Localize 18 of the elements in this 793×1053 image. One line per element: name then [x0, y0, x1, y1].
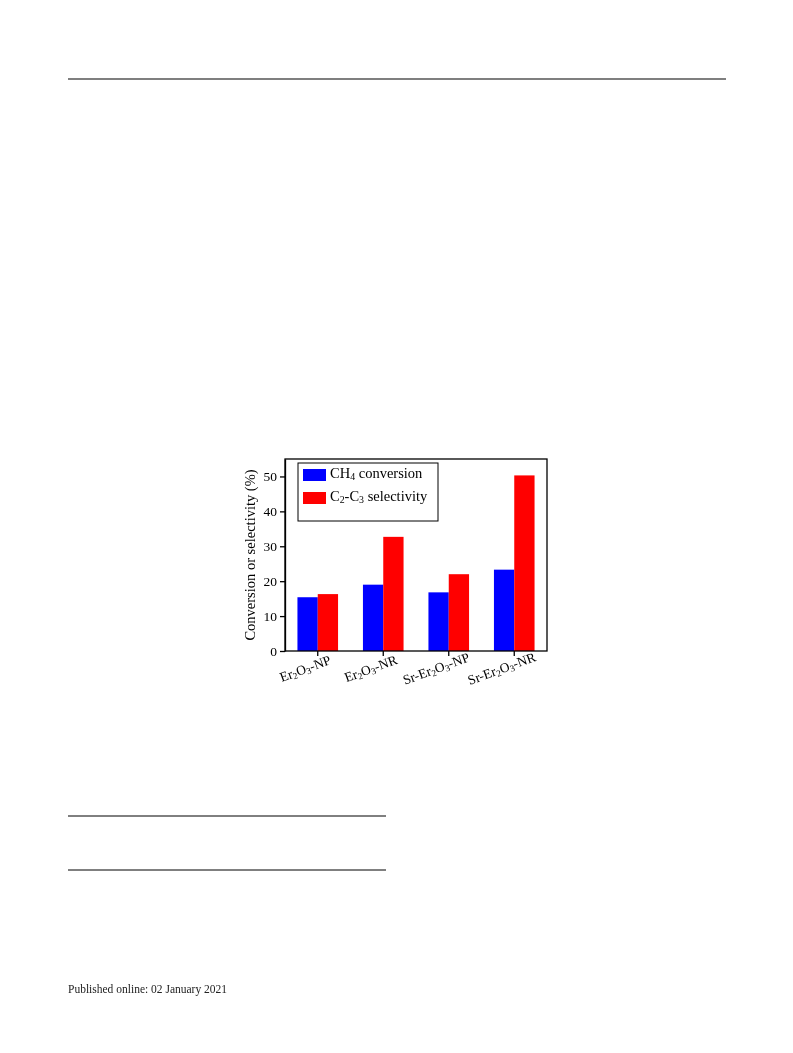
bar [362, 584, 384, 651]
bar [448, 574, 470, 651]
y-tick-label: 10 [263, 608, 278, 624]
bar [317, 594, 339, 651]
bar [428, 592, 449, 651]
y-tick-label: 20 [263, 574, 278, 589]
bar [514, 475, 535, 651]
legend-label: CH$_{4}$ conversion [330, 465, 424, 483]
legend-label: C$_{2}$-C$_{3}$ selectivity [330, 488, 428, 506]
y-tick-label: 30 [263, 539, 278, 555]
y-tick-label: 40 [263, 504, 278, 520]
bar [297, 597, 318, 651]
bar [383, 536, 404, 651]
text: Published online: 02 January 2021 [68, 983, 228, 996]
y-tick-label: 0 [270, 643, 278, 659]
bar [493, 569, 515, 651]
y-tick-label: 50 [263, 469, 278, 485]
y-axis-title: Conversion or selectivity (%) [242, 469, 260, 641]
